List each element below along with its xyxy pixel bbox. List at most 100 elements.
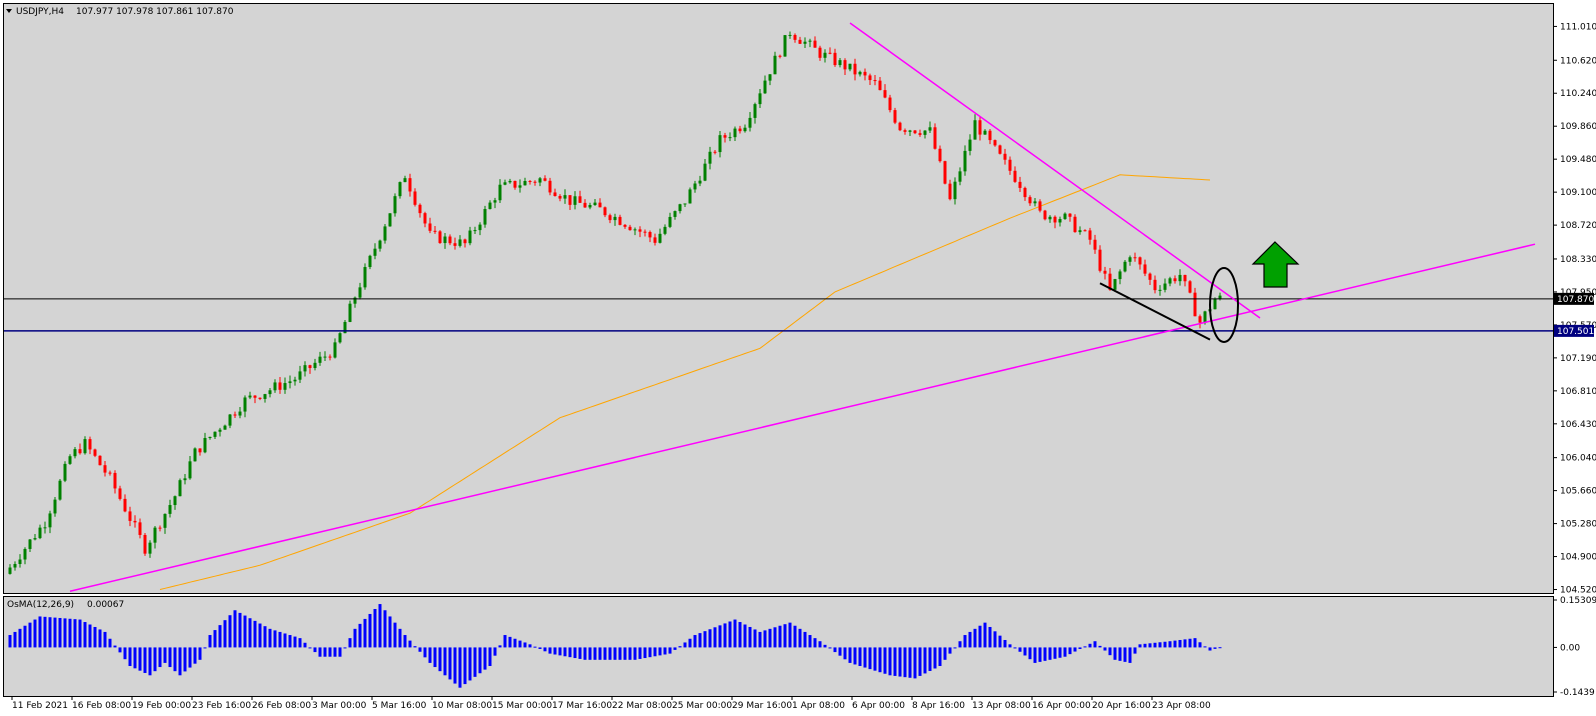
candle-body (418, 204, 422, 214)
osma-bar (548, 647, 552, 654)
osma-bar (103, 631, 107, 648)
osma-bar (888, 647, 892, 676)
candle-body (848, 63, 852, 70)
osma-bar (33, 619, 37, 648)
ascending-support-trendline[interactable] (69, 243, 1536, 592)
price-tick-label: 106.430 (1560, 420, 1596, 430)
osma-bar (333, 647, 337, 657)
candle-body (1203, 311, 1207, 323)
osma-bar (1063, 647, 1067, 657)
osma-bar (288, 635, 292, 648)
candle-body (973, 120, 977, 140)
osma-bar (213, 630, 217, 648)
candle-body (768, 74, 772, 81)
time-tick-label: 1 Apr 08:00 (792, 701, 845, 711)
osma-bar (668, 647, 672, 654)
osma-bar (898, 647, 902, 677)
candle-body (73, 449, 77, 457)
candle-body (378, 240, 382, 249)
short-lower-line-trendline[interactable] (1099, 282, 1211, 341)
time-tick-label: 8 Apr 16:00 (912, 701, 965, 711)
osma-bar (313, 647, 317, 653)
candle-body (508, 180, 512, 183)
candle-body (393, 196, 397, 214)
time-tick-label: 19 Feb 00:00 (132, 701, 191, 711)
osma-bar (693, 635, 697, 648)
candle-body (83, 439, 87, 454)
main-pane-border (3, 3, 1554, 594)
osma-bar (318, 647, 322, 657)
candle-body (333, 342, 337, 358)
candle-body (298, 371, 302, 380)
osma-bar (38, 616, 42, 648)
candle-body (1168, 278, 1172, 284)
candle-body (93, 449, 97, 456)
candle-body (343, 321, 347, 334)
osma-bar (1013, 647, 1017, 649)
candle-body (863, 71, 867, 76)
highlight-ellipse[interactable] (1209, 267, 1239, 343)
osma-bar (258, 623, 262, 648)
candle-body (743, 127, 747, 132)
candle-body (88, 439, 92, 450)
main-pane-background (3, 3, 1553, 593)
osma-bar (1178, 639, 1182, 648)
osma-bar (243, 615, 247, 648)
candle-body (178, 480, 182, 497)
osma-bar (818, 641, 822, 648)
candle-body (273, 382, 277, 391)
descending-resistance-trendline[interactable] (849, 22, 1261, 319)
candle-body (488, 202, 492, 210)
candle-body (303, 365, 307, 372)
osma-bar (348, 638, 352, 648)
osma-bar (763, 630, 767, 648)
candle-body (718, 135, 722, 153)
osma-bar (788, 622, 792, 648)
candle-body (523, 180, 527, 186)
candle-body (908, 130, 912, 132)
symbol-menu-triangle-icon[interactable] (6, 9, 12, 13)
candle-body (858, 71, 862, 75)
candle-body (368, 255, 372, 268)
osma-bar (953, 647, 957, 649)
candle-body (98, 455, 102, 466)
drawn-lines-layer[interactable] (4, 22, 1553, 592)
candle-body (103, 465, 107, 473)
osma-bar (1138, 644, 1142, 648)
time-axis: 11 Feb 2021 16 Feb 08:00 19 Feb 00:00 23 Fe… (11, 696, 1211, 711)
candle-body (143, 534, 147, 554)
osma-bar (533, 646, 537, 648)
candle-body (748, 117, 752, 128)
price-axis: 111.010 110.620 110.240 109.860 109.480 109.1… (1553, 22, 1596, 596)
candle-body (1018, 181, 1022, 188)
candle-body (313, 362, 317, 369)
candle-body (198, 448, 202, 453)
candle-body (968, 139, 972, 151)
candle-body (78, 449, 82, 454)
osma-bar (223, 620, 227, 648)
candle-body (1068, 213, 1072, 217)
candle-body (373, 248, 377, 256)
osma-bar (1198, 642, 1202, 648)
osma-bar (73, 619, 77, 648)
osma-bar (708, 629, 712, 648)
candle-body (258, 397, 262, 399)
osma-bar (303, 642, 307, 648)
candle-body (1118, 271, 1122, 280)
candle-body (758, 93, 762, 105)
osma-bar (158, 647, 162, 668)
osma-tick-label: 0.15309 (1560, 596, 1596, 606)
candle-body (23, 548, 27, 560)
candle-body (1093, 239, 1097, 250)
osma-bar (688, 638, 692, 648)
osma-bar (328, 647, 332, 657)
candle-body (388, 213, 392, 227)
osma-bar (28, 622, 32, 648)
osma-bar (723, 623, 727, 648)
candle-body (678, 204, 682, 212)
osma-bar (1108, 647, 1112, 656)
up-arrow-icon[interactable] (1251, 241, 1300, 288)
osma-bar (848, 647, 852, 663)
candle-body (793, 34, 797, 40)
